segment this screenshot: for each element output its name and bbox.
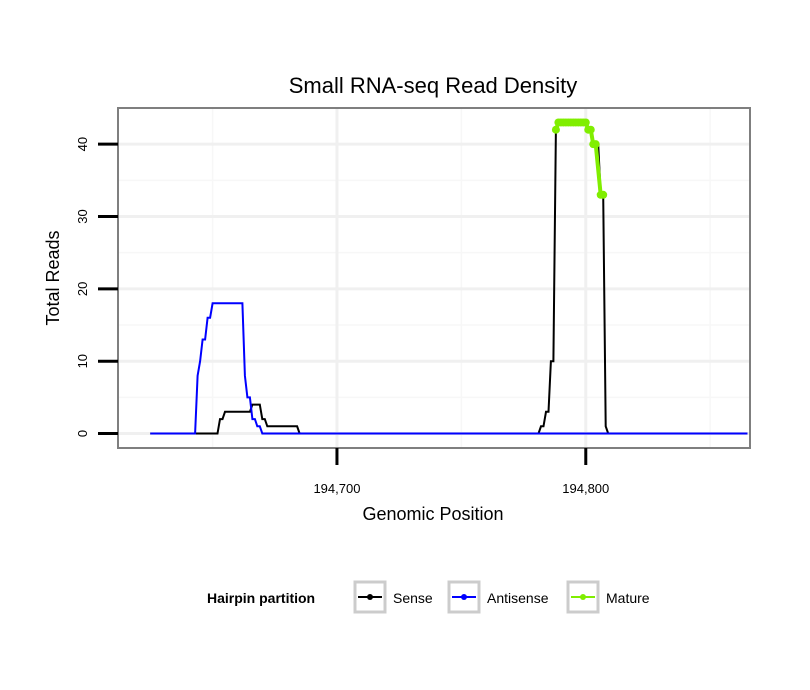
legend: Hairpin partition Sense Antisense Mature	[207, 580, 650, 614]
chart-title: Small RNA-seq Read Density	[289, 73, 578, 98]
y-tick-label: 20	[75, 282, 90, 296]
legend-item-mature: Mature	[566, 580, 650, 614]
legend-dot-mature	[580, 594, 586, 600]
data-point-mature	[586, 125, 595, 134]
legend-title: Hairpin partition	[207, 590, 315, 606]
x-axis-label: Genomic Position	[362, 504, 503, 524]
x-tick-label: 194,800	[562, 481, 609, 496]
series-line-antisense	[150, 302, 748, 435]
data-point-mature	[599, 190, 608, 199]
y-tick-label: 40	[75, 137, 90, 151]
legend-label-mature: Mature	[606, 590, 650, 606]
plot-panel-border	[117, 107, 751, 449]
axes: 0 10 20 30 40 194,700 194,800	[75, 137, 609, 496]
legend-label-sense: Sense	[393, 590, 433, 606]
legend-label-antisense: Antisense	[487, 590, 549, 606]
x-tick-label: 194,700	[313, 481, 360, 496]
legend-dot-sense	[367, 594, 373, 600]
legend-item-sense: Sense	[353, 580, 433, 614]
y-tick-label: 0	[75, 430, 90, 437]
y-axis-label: Total Reads	[43, 230, 63, 325]
data-point-mature	[581, 118, 590, 127]
y-tick-label: 10	[75, 354, 90, 368]
legend-item-antisense: Antisense	[447, 580, 549, 614]
series-layer	[150, 118, 748, 435]
series-line-sense	[150, 121, 748, 435]
data-point-mature	[551, 125, 560, 134]
y-tick-label: 30	[75, 209, 90, 223]
data-point-mature	[591, 140, 600, 149]
legend-dot-antisense	[461, 594, 467, 600]
grid-lines	[118, 108, 750, 448]
series-line-mature	[554, 120, 604, 197]
